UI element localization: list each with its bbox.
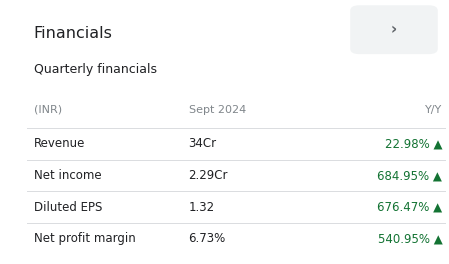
FancyBboxPatch shape [350,5,438,54]
Text: 540.95% ▲: 540.95% ▲ [378,232,442,246]
Text: 1.32: 1.32 [189,201,215,214]
Text: Revenue: Revenue [34,137,85,150]
Text: 2.29Cr: 2.29Cr [189,169,228,182]
Text: Financials: Financials [34,26,113,40]
Text: Quarterly financials: Quarterly financials [34,63,157,77]
Text: 6.73%: 6.73% [189,232,226,246]
Text: (INR): (INR) [34,105,62,115]
Text: Net profit margin: Net profit margin [34,232,136,246]
Text: 676.47% ▲: 676.47% ▲ [377,201,442,214]
Text: Y/Y: Y/Y [425,105,442,115]
Text: 34Cr: 34Cr [189,137,217,150]
Text: Diluted EPS: Diluted EPS [34,201,102,214]
Text: ›: › [391,22,397,37]
Text: 684.95% ▲: 684.95% ▲ [378,169,442,182]
Text: Net income: Net income [34,169,101,182]
Text: Sept 2024: Sept 2024 [189,105,246,115]
Text: 22.98% ▲: 22.98% ▲ [385,137,442,150]
